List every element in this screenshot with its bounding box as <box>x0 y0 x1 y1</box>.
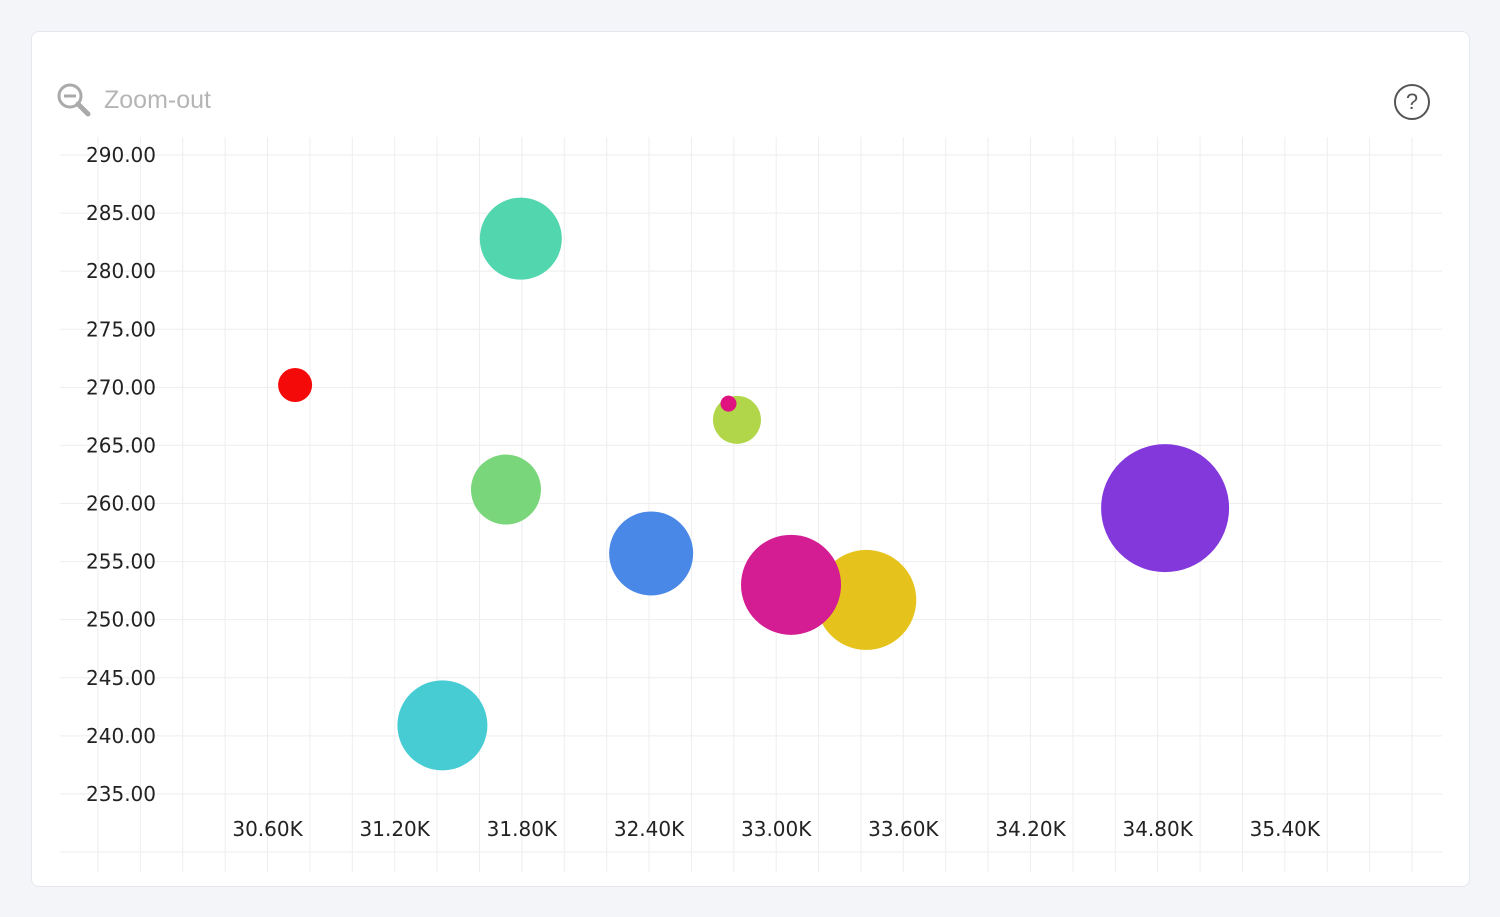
y-tick-label: 275.00 <box>86 317 156 341</box>
zoom-out-button[interactable]: Zoom-out <box>56 82 211 118</box>
y-tick-label: 240.00 <box>86 724 156 748</box>
zoom-out-label: Zoom-out <box>104 85 211 114</box>
bubble[interactable] <box>816 549 917 650</box>
bubble[interactable] <box>1101 444 1230 573</box>
x-tick-label: 35.40K <box>1250 817 1321 841</box>
x-tick-label: 31.20K <box>360 817 431 841</box>
bubble[interactable] <box>741 534 842 635</box>
bubble[interactable] <box>278 368 313 403</box>
y-tick-label: 290.00 <box>86 143 156 167</box>
help-icon[interactable]: ? <box>1394 84 1430 120</box>
x-tick-label: 33.00K <box>741 817 812 841</box>
x-tick-label: 33.60K <box>868 817 939 841</box>
y-tick-label: 255.00 <box>86 550 156 574</box>
x-tick-label: 31.80K <box>487 817 558 841</box>
x-tick-label: 34.20K <box>995 817 1066 841</box>
y-tick-label: 260.00 <box>86 492 156 516</box>
y-tick-label: 270.00 <box>86 375 156 399</box>
x-tick-label: 34.80K <box>1122 817 1193 841</box>
y-tick-label: 285.00 <box>86 201 156 225</box>
y-tick-label: 265.00 <box>86 433 156 457</box>
chart-card <box>31 31 1470 887</box>
x-tick-label: 32.40K <box>614 817 685 841</box>
bubble[interactable] <box>397 680 488 771</box>
x-tick-label: 30.60K <box>232 817 303 841</box>
y-tick-label: 280.00 <box>86 259 156 283</box>
bubble[interactable] <box>470 454 541 525</box>
bubble[interactable] <box>720 395 737 412</box>
bubble[interactable] <box>712 395 761 444</box>
bubble[interactable] <box>479 197 562 280</box>
y-tick-label: 250.00 <box>86 608 156 632</box>
bubble[interactable] <box>609 511 694 596</box>
y-tick-label: 245.00 <box>86 666 156 690</box>
zoom-out-icon <box>57 83 91 117</box>
y-tick-label: 235.00 <box>86 782 156 806</box>
